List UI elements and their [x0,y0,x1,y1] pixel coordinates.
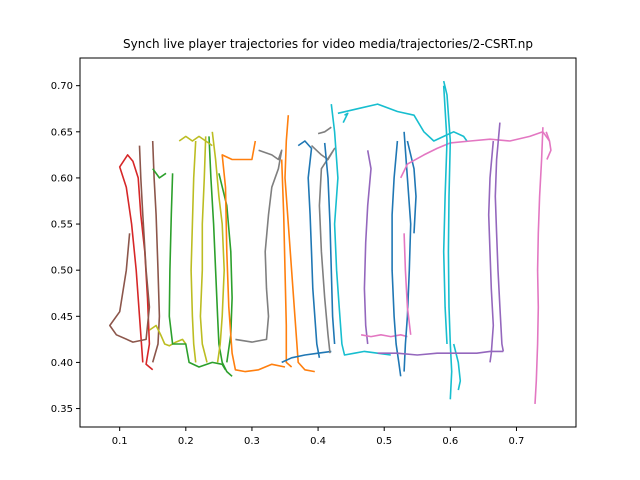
trajectory-line-13 [235,149,283,343]
y-tick-label-3: 0.50 [51,266,73,277]
trajectory-line-4 [168,173,227,371]
trajectory-line-18 [310,145,336,354]
trajectory-line-6 [208,136,233,377]
trajectory-line-32 [442,85,448,345]
trajectory-line-28 [406,140,417,234]
trajectory-line-5 [152,168,167,179]
trajectory-line-21 [330,104,391,356]
trajectory-line-34 [377,350,504,356]
x-axis: 0.1 0.2 0.3 0.4 0.5 0.6 0.7 [112,427,525,447]
plot-frame [79,57,577,428]
x-tick-label-4: 0.5 [376,436,392,447]
trajectory-line-29 [399,131,551,179]
trajectory-line-8 [190,140,197,363]
trajectory-line-20 [323,142,336,345]
series-layer [109,80,552,404]
y-tick-label-1: 0.40 [51,358,73,369]
y-tick-label-0: 0.35 [51,404,73,415]
x-tick-label-2: 0.3 [244,436,260,447]
trajectory-line-25 [360,333,408,338]
x-tick-label-1: 0.2 [178,436,194,447]
trajectory-line-36 [487,140,495,363]
x-tick-label-6: 0.7 [509,436,525,447]
y-tick-label-7: 0.70 [51,81,73,92]
trajectory-line-14 [284,115,315,373]
trajectory-line-24 [363,150,372,345]
trajectory-line-27 [403,131,412,372]
trajectory-line-22 [337,103,468,142]
x-tick-label-3: 0.4 [310,436,326,447]
trajectory-line-0 [118,154,154,371]
trajectory-line-9 [199,136,208,363]
trajectory-line-31 [442,80,453,400]
trajectory-line-10 [211,131,225,363]
trajectory-line-2 [151,140,161,363]
y-tick-label-6: 0.65 [51,127,73,138]
trajectory-line-15 [280,159,293,368]
y-axis: 0.35 0.40 0.45 0.50 0.55 0.60 0.65 0.70 [51,81,80,415]
trajectory-line-38 [545,131,552,160]
trajectory-line-33 [452,343,462,391]
x-tick-label-5: 0.6 [442,436,458,447]
trajectory-line-3 [148,324,187,347]
trajectory-line-30 [403,233,412,335]
trajectory-line-16 [281,350,332,364]
trajectory-line-37 [534,127,544,404]
trajectory-line-35 [494,122,505,352]
trajectory-line-12 [221,140,286,373]
x-tick-label-0: 0.1 [112,436,128,447]
trajectory-line-19 [317,126,332,135]
y-tick-label-5: 0.60 [51,173,73,184]
trajectory-line-1 [109,145,151,343]
trajectory-line-17 [297,140,321,358]
trajectory-line-23 [342,112,349,123]
y-tick-label-2: 0.45 [51,312,73,323]
y-tick-label-4: 0.55 [51,220,73,231]
trajectory-line-26 [391,140,402,377]
trajectory-line-7 [178,135,213,147]
chart-title: Synch live player trajectories for video… [123,37,533,51]
